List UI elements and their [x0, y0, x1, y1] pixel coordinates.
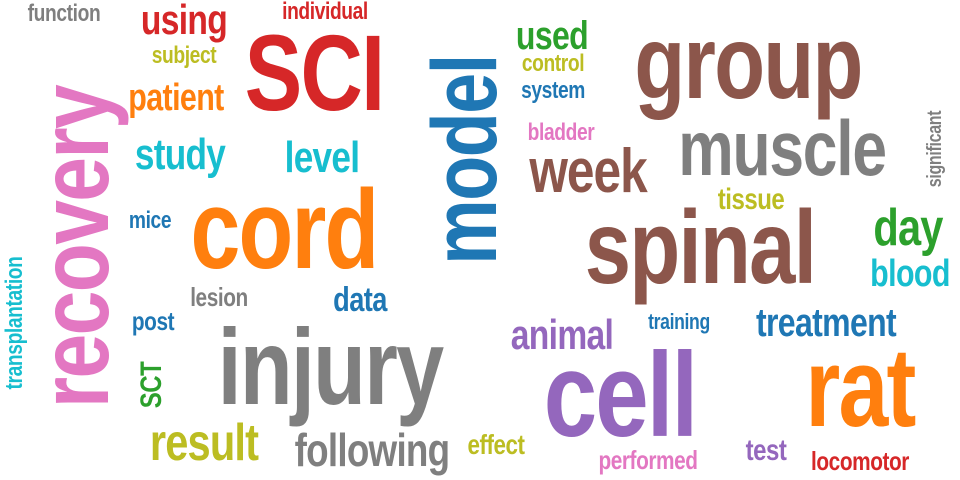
- word-cell: cell: [543, 328, 698, 462]
- word-used: used: [515, 14, 589, 58]
- word-blood: blood: [870, 253, 950, 295]
- word-day: day: [873, 199, 943, 257]
- word-patient: patient: [128, 77, 224, 119]
- word-lesion: lesion: [190, 282, 248, 312]
- word-level: level: [284, 133, 360, 182]
- word-function: function: [27, 0, 101, 27]
- word-tissue: tissue: [717, 183, 785, 216]
- word-performed: performed: [598, 445, 698, 475]
- word-post: post: [131, 306, 175, 336]
- word-subject: subject: [151, 42, 217, 69]
- word-rat: rat: [805, 325, 916, 450]
- word-muscle: muscle: [678, 104, 887, 192]
- word-group: group: [634, 5, 863, 121]
- word-animal: animal: [510, 311, 614, 358]
- word-effect: effect: [467, 429, 525, 460]
- word-recovery: recovery: [19, 85, 129, 409]
- word-individual: individual: [282, 0, 368, 25]
- word-data: data: [333, 281, 387, 319]
- word-test: test: [745, 434, 787, 467]
- word-mice: mice: [128, 207, 172, 234]
- word-result: result: [149, 414, 259, 472]
- word-significant: significant: [924, 110, 946, 188]
- word-cord: cord: [190, 167, 380, 292]
- word-control: control: [521, 50, 585, 77]
- word-model: model: [414, 55, 516, 265]
- word-injury: injury: [217, 306, 445, 427]
- word-sct: SCT: [135, 361, 168, 409]
- word-system: system: [521, 77, 585, 104]
- word-treatment: treatment: [755, 301, 897, 345]
- word-transplantation: transplantation: [1, 256, 28, 390]
- word-sci: SCI: [244, 12, 386, 133]
- word-following: following: [294, 424, 451, 476]
- word-locomotor: locomotor: [811, 446, 909, 476]
- word-study: study: [134, 130, 226, 179]
- word-spinal: spinal: [584, 190, 817, 306]
- word-using: using: [140, 0, 228, 43]
- word-training: training: [648, 309, 710, 334]
- word-bladder: bladder: [527, 119, 595, 146]
- word-week: week: [529, 137, 647, 206]
